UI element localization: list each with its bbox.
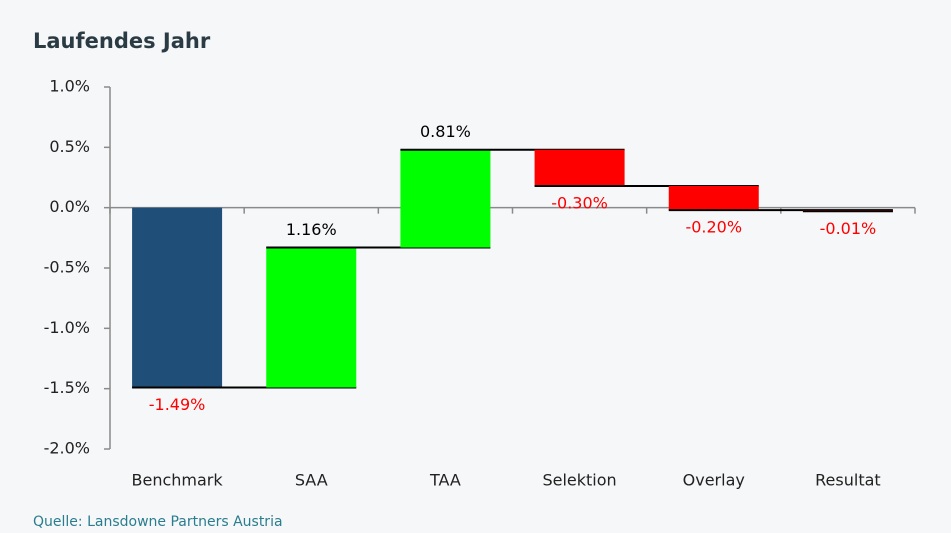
value-label: -1.49% [149,395,206,414]
x-tick-label: Benchmark [132,471,224,490]
y-tick-label: -0.5% [44,258,90,277]
bar [132,207,223,388]
y-tick-label: -2.0% [44,439,90,458]
y-tick-label: 0.5% [49,137,90,156]
y-tick-label: 1.0% [49,77,90,96]
source: Quelle: Lansdowne Partners Austria [33,514,283,530]
value-label: 1.16% [286,220,337,239]
bar [534,149,625,186]
y-tick-label: -1.5% [44,378,90,397]
bar [266,247,357,388]
y-tick-label: -1.0% [44,318,90,337]
x-tick-label: Overlay [683,471,745,490]
x-tick-label: Resultat [815,471,881,490]
x-tick-label: Selektion [542,471,616,490]
bar [400,149,491,248]
value-label: -0.01% [820,219,877,238]
x-tick-label: TAA [429,471,461,490]
value-label: -0.30% [551,193,608,212]
value-label: -0.20% [685,218,742,237]
value-label: 0.81% [420,122,471,141]
chart-title: Laufendes Jahr [33,29,211,53]
y-tick-label: 0.0% [49,197,90,216]
x-tick-label: SAA [295,471,328,490]
bar [668,185,759,211]
